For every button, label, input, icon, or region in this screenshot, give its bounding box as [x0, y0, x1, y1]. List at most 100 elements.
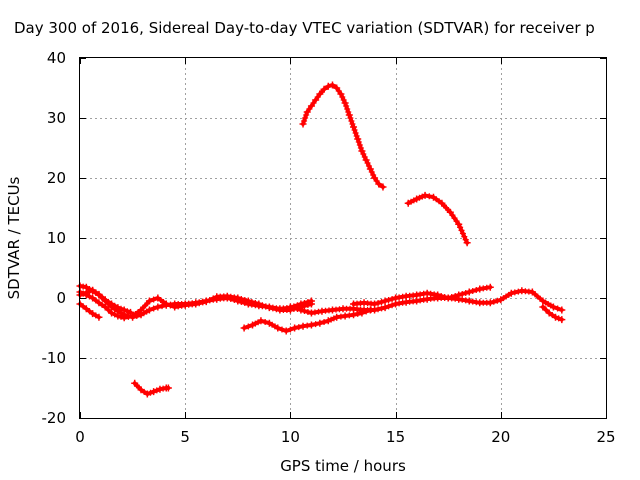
data-point-marker [375, 306, 382, 313]
data-point-marker [315, 308, 322, 315]
data-point-marker [463, 239, 471, 247]
data-point-marker [547, 302, 554, 309]
data-point-marker [89, 294, 97, 302]
data-point-marker [330, 315, 337, 322]
y-tick-label: 30 [47, 109, 66, 127]
data-point-marker [318, 88, 325, 95]
data-point-marker [362, 156, 370, 164]
grid [80, 58, 606, 418]
data-point-marker [336, 306, 343, 313]
data-point-marker [505, 291, 512, 298]
data-point-marker [312, 321, 319, 328]
data-point-marker [458, 227, 465, 234]
data-point-marker [459, 291, 466, 297]
data-point-marker [357, 300, 364, 307]
x-axis-ticks: 0 5 10 15 20 25 [75, 58, 616, 446]
x-tick-label: 25 [596, 428, 615, 446]
data-point-marker [399, 293, 406, 300]
data-point-marker [358, 147, 366, 155]
data-point-marker [511, 289, 518, 296]
data-point-marker [324, 82, 332, 90]
data-point-marker [361, 154, 368, 160]
data-point-marker [351, 127, 358, 133]
data-point-marker [345, 111, 353, 119]
data-point-marker [301, 308, 308, 314]
data-point-marker [368, 307, 375, 313]
data-point-marker [99, 294, 106, 301]
data-point-marker [262, 303, 269, 310]
data-point-marker [357, 306, 364, 313]
data-point-marker [525, 288, 532, 295]
data-point-marker [143, 390, 151, 398]
data-point-marker [118, 313, 125, 320]
data-point-marker [80, 303, 87, 310]
data-point-marker [238, 296, 245, 302]
data-point-marker [445, 206, 452, 213]
data-point-marker [335, 88, 342, 94]
data-point-marker [370, 172, 377, 178]
data-point-marker [220, 293, 227, 300]
data-point-marker [160, 299, 167, 305]
data-point-marker [325, 307, 332, 314]
data-point-marker [189, 301, 196, 308]
data-point-marker [378, 299, 385, 305]
data-point-marker [141, 388, 148, 395]
data-point-marker [353, 133, 360, 139]
data-point-marker [554, 305, 561, 312]
series-arc-low-short [131, 379, 172, 398]
data-point-marker [147, 389, 154, 396]
series-arc-peak-second [404, 191, 471, 247]
data-point-marker [105, 307, 112, 313]
data-point-marker [259, 302, 266, 309]
data-point-marker [558, 306, 566, 314]
data-point-marker [549, 312, 556, 319]
data-point-marker [462, 290, 469, 296]
data-point-marker [101, 296, 109, 304]
y-axis-label: SDTVAR / TECUs [5, 176, 23, 299]
series-arc-second-half [286, 287, 566, 317]
data-point-marker [153, 387, 160, 394]
data-point-marker [304, 322, 311, 329]
data-point-marker [473, 299, 480, 306]
data-point-marker [379, 183, 387, 191]
data-point-marker [555, 315, 562, 322]
data-point-marker [356, 142, 363, 148]
data-point-marker [431, 291, 438, 298]
data-point-marker [255, 319, 262, 326]
data-point-marker [389, 296, 396, 302]
series-arc-start-up [76, 286, 134, 316]
data-point-marker [82, 289, 90, 297]
data-point-marker [314, 94, 321, 100]
data-point-marker [543, 307, 550, 313]
data-point-marker [135, 309, 142, 315]
data-point-marker [347, 305, 354, 312]
x-tick-label: 5 [180, 428, 190, 446]
data-point-marker [444, 294, 452, 302]
data-point-marker [92, 289, 99, 296]
chart-title: Day 300 of 2016, Sidereal Day-to-day VTE… [14, 19, 595, 37]
data-point-marker [457, 224, 464, 231]
data-point-marker [558, 316, 566, 324]
data-point-marker [135, 384, 142, 391]
data-point-marker [385, 303, 392, 310]
data-point-marker [159, 303, 166, 310]
data-point-marker [469, 288, 476, 294]
data-point-marker [86, 293, 93, 300]
data-point-marker [357, 145, 364, 151]
data-point-marker [178, 302, 185, 309]
data-point-marker [416, 194, 423, 201]
data-point-marker [410, 292, 417, 299]
data-point-marker [494, 297, 501, 304]
data-point-marker [459, 230, 466, 237]
data-point-marker [490, 298, 497, 305]
data-point-marker [378, 305, 385, 312]
data-point-marker [255, 300, 263, 308]
data-point-marker [515, 288, 522, 295]
data-point-marker [352, 130, 359, 136]
data-point-marker [95, 313, 103, 321]
data-point-marker [344, 106, 351, 112]
data-point-marker [438, 293, 445, 299]
data-point-marker [345, 109, 352, 115]
data-point-marker [354, 310, 361, 317]
data-point-marker [426, 193, 433, 200]
